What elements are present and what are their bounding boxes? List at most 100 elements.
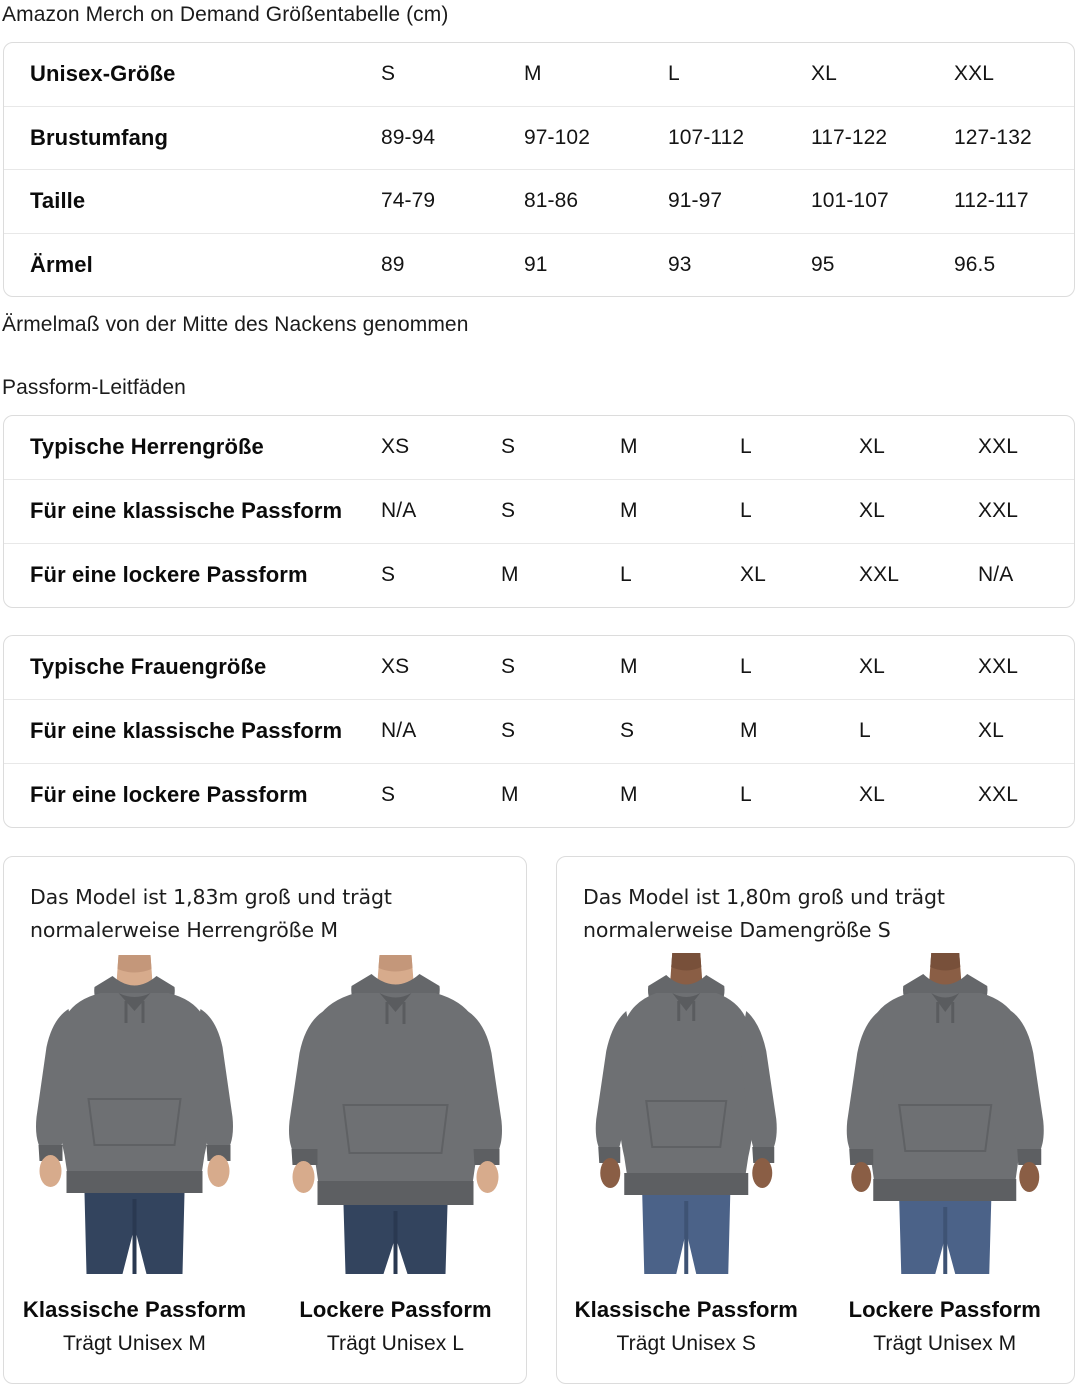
table-row: Für eine klassische Passform N/A S S M L XL xyxy=(4,700,1074,764)
fit-men-cell: M xyxy=(620,499,638,523)
caption-title: Lockere Passform xyxy=(848,1297,1041,1322)
fit-women-cell: XXL xyxy=(978,655,1018,679)
size-cell: 91-97 xyxy=(668,189,723,213)
table-row: Typische Frauengröße XS S M L XL XXL xyxy=(4,636,1074,700)
table-row: Für eine lockere Passform S M L XL XXL N/A xyxy=(4,544,1074,607)
hoodie-figure-female-relaxed xyxy=(816,949,1075,1274)
size-cell: 89-94 xyxy=(381,125,436,149)
size-cell: L xyxy=(668,62,680,86)
fit-men-cell: XL xyxy=(859,499,885,523)
size-cell: 95 xyxy=(811,253,835,277)
mens-model-note: Das Model ist 1,83m groß und trägt norma… xyxy=(30,885,392,943)
fit-women-cell: XL xyxy=(978,719,1004,743)
size-cell: M xyxy=(524,62,542,86)
fit-women-cell: M xyxy=(740,719,758,743)
size-cell: 101-107 xyxy=(811,189,889,213)
table-row: Für eine klassische Passform N/A S M L XL XXL xyxy=(4,480,1074,544)
size-cell: S xyxy=(381,62,396,86)
fit-women-row-label: Für eine lockere Passform xyxy=(30,782,308,808)
size-row-label: Unisex-Größe xyxy=(30,61,176,87)
table-row: Für eine lockere Passform S M M L XL XXL xyxy=(4,764,1074,827)
size-cell: 81-86 xyxy=(524,189,579,213)
fit-women-row-label: Typische Frauengröße xyxy=(30,654,267,680)
fit-men-cell: S xyxy=(501,435,516,459)
table-row: Ärmel 89 91 93 95 96.5 xyxy=(4,234,1074,297)
size-cell: 96.5 xyxy=(954,253,996,277)
womens-photo-classic-fit xyxy=(557,949,816,1274)
fit-women-cell: S xyxy=(381,783,396,807)
size-cell: 74-79 xyxy=(381,189,436,213)
caption-subtitle: Trägt Unisex S xyxy=(616,1332,756,1355)
fit-men-cell: N/A xyxy=(978,563,1014,587)
fit-women-cell: N/A xyxy=(381,719,417,743)
hoodie-figure-male-relaxed xyxy=(265,949,526,1274)
fit-women-cell: M xyxy=(620,783,638,807)
womens-caption-classic: Klassische Passform Trägt Unisex S xyxy=(557,1297,816,1356)
fit-men-cell: XXL xyxy=(978,435,1018,459)
fit-women-cell: XS xyxy=(381,655,410,679)
caption-subtitle: Trägt Unisex M xyxy=(63,1332,206,1355)
fit-women-cell: XL xyxy=(859,655,885,679)
fit-men-cell: L xyxy=(740,435,752,459)
mens-model-card: Das Model ist 1,83m groß und trägt norma… xyxy=(3,856,527,1384)
fit-men-cell: S xyxy=(381,563,396,587)
unisex-size-table: Unisex-Größe S M L XL XXL Brustumfang 89-94 97-1… xyxy=(3,42,1075,297)
caption-title: Lockere Passform xyxy=(299,1297,492,1322)
womens-fit-guide-table: Typische Frauengröße XS S M L XL XXL Für eine k… xyxy=(3,635,1075,828)
caption-title: Klassische Passform xyxy=(574,1297,798,1322)
size-cell: 107-112 xyxy=(668,125,745,149)
womens-photo-pair xyxy=(557,949,1074,1274)
fit-women-cell: XL xyxy=(859,783,885,807)
table-row: Typische Herrengröße XS S M L XL XXL xyxy=(4,416,1074,480)
size-row-label: Taille xyxy=(30,188,86,214)
mens-caption-classic: Klassische Passform Trägt Unisex M xyxy=(4,1297,265,1356)
mens-fit-guide-table: Typische Herrengröße XS S M L XL XXL Für eine k… xyxy=(3,415,1075,608)
sleeve-measurement-note: Ärmelmaß von der Mitte des Nackens genom… xyxy=(2,313,469,336)
mens-caption-row: Klassische Passform Trägt Unisex M Locke… xyxy=(4,1297,526,1356)
table-row: Unisex-Größe S M L XL XXL xyxy=(4,43,1074,107)
size-cell: XXL xyxy=(954,62,994,86)
size-cell: 89 xyxy=(381,253,405,277)
fit-women-cell: M xyxy=(620,655,638,679)
fit-women-cell: XXL xyxy=(978,783,1018,807)
fit-women-cell: M xyxy=(501,783,519,807)
size-cell: 97-102 xyxy=(524,125,590,149)
fit-men-cell: S xyxy=(501,499,516,523)
size-cell: 127-132 xyxy=(954,125,1032,149)
womens-caption-relaxed: Lockere Passform Trägt Unisex M xyxy=(816,1297,1075,1356)
fit-women-cell: S xyxy=(501,655,516,679)
womens-model-note: Das Model ist 1,80m groß und trägt norma… xyxy=(583,885,945,943)
fit-men-cell: L xyxy=(620,563,632,587)
womens-photo-relaxed-fit xyxy=(816,949,1075,1274)
fit-men-cell: XXL xyxy=(859,563,899,587)
fit-women-cell: L xyxy=(740,783,752,807)
mens-photo-relaxed-fit xyxy=(265,949,526,1274)
fit-men-cell: N/A xyxy=(381,499,417,523)
fit-men-cell: XL xyxy=(859,435,885,459)
caption-subtitle: Trägt Unisex L xyxy=(326,1332,465,1355)
caption-title: Klassische Passform xyxy=(22,1297,247,1322)
size-cell: 112-117 xyxy=(954,189,1029,213)
fit-men-cell: L xyxy=(740,499,752,523)
hoodie-figure-female-classic xyxy=(557,949,816,1274)
table-row: Brustumfang 89-94 97-102 107-112 117-122 127-… xyxy=(4,107,1074,170)
fit-men-cell: XL xyxy=(740,563,766,587)
fit-women-cell: L xyxy=(740,655,752,679)
womens-model-card: Das Model ist 1,80m groß und trägt norma… xyxy=(556,856,1075,1384)
fit-men-row-label: Für eine lockere Passform xyxy=(30,562,308,588)
hoodie-figure-male-classic xyxy=(4,949,265,1274)
mens-photo-classic-fit xyxy=(4,949,265,1274)
size-row-label: Brustumfang xyxy=(30,124,168,150)
fit-men-cell: XS xyxy=(381,435,410,459)
mens-caption-relaxed: Lockere Passform Trägt Unisex L xyxy=(265,1297,526,1356)
size-row-label: Ärmel xyxy=(30,252,93,278)
size-cell: 117-122 xyxy=(811,125,888,149)
fit-women-cell: L xyxy=(859,719,871,743)
fit-men-row-label: Typische Herrengröße xyxy=(30,434,264,460)
size-cell: XL xyxy=(811,62,837,86)
fit-women-cell: S xyxy=(620,719,635,743)
mens-photo-pair xyxy=(4,949,526,1274)
fit-men-cell: XXL xyxy=(978,499,1018,523)
fit-women-cell: S xyxy=(501,719,516,743)
size-cell: 93 xyxy=(668,253,692,277)
